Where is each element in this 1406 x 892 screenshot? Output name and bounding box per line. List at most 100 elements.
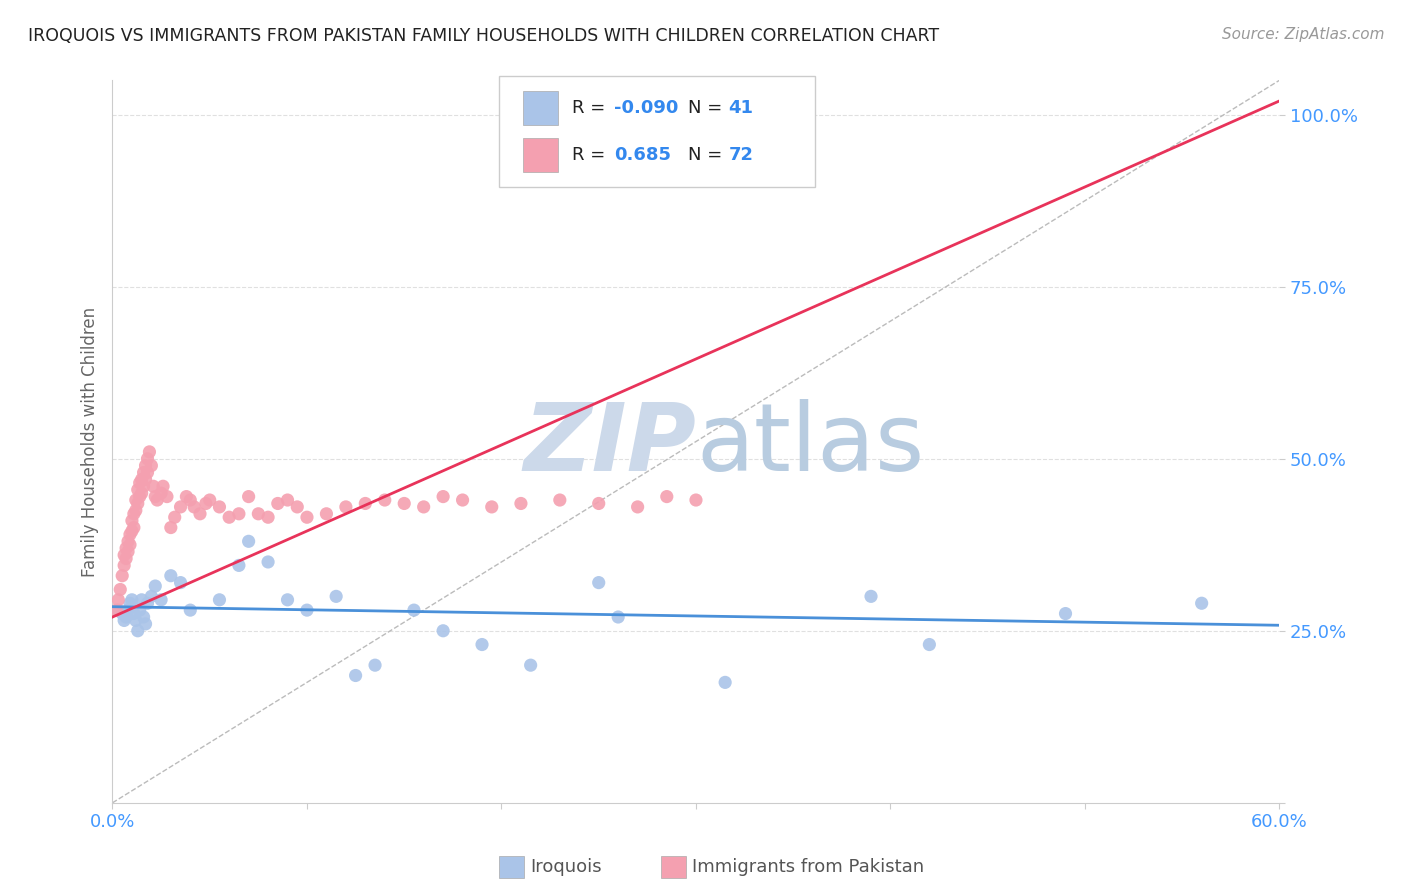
Point	[132, 610, 155, 624]
Point	[374, 493, 396, 508]
Point	[125, 503, 148, 517]
Text: N =: N =	[688, 99, 727, 117]
Text: 72: 72	[728, 146, 754, 164]
Text: IROQUOIS VS IMMIGRANTS FROM PAKISTAN FAMILY HOUSEHOLDS WITH CHILDREN CORRELATION: IROQUOIS VS IMMIGRANTS FROM PAKISTAN FAM…	[28, 27, 939, 45]
Point	[117, 534, 139, 549]
Point	[325, 590, 347, 604]
Point	[257, 510, 280, 524]
Point	[128, 475, 150, 490]
Point	[208, 500, 231, 514]
Point	[122, 507, 145, 521]
Point	[860, 590, 883, 604]
Point	[295, 603, 318, 617]
Text: R =: R =	[572, 146, 617, 164]
Point	[115, 551, 138, 566]
Point	[685, 493, 707, 508]
Point	[364, 658, 387, 673]
Point	[412, 500, 434, 514]
Point	[519, 658, 541, 673]
Point	[238, 490, 260, 504]
Point	[1191, 596, 1213, 610]
Text: 41: 41	[728, 99, 754, 117]
Point	[179, 493, 201, 508]
Point	[276, 493, 298, 508]
Y-axis label: Family Households with Children: Family Households with Children	[80, 307, 98, 576]
Point	[125, 614, 148, 628]
Point	[152, 479, 174, 493]
Point	[136, 596, 159, 610]
Text: -0.090: -0.090	[614, 99, 679, 117]
Point	[128, 490, 150, 504]
Point	[112, 614, 135, 628]
Point	[238, 534, 260, 549]
Point	[111, 607, 134, 621]
Text: ZIP: ZIP	[523, 399, 696, 491]
Point	[136, 451, 159, 466]
Point	[354, 496, 377, 510]
Point	[131, 486, 153, 500]
Point	[107, 592, 129, 607]
Point	[131, 472, 153, 486]
Point	[481, 500, 503, 514]
Point	[198, 493, 221, 508]
Point	[188, 507, 211, 521]
Point	[509, 496, 531, 510]
Point	[208, 592, 231, 607]
Point	[169, 500, 191, 514]
Point	[112, 558, 135, 573]
Point	[432, 624, 454, 638]
Point	[105, 603, 128, 617]
Point	[315, 507, 337, 521]
Point	[121, 524, 143, 538]
Point	[714, 675, 737, 690]
Point	[111, 568, 134, 582]
Point	[112, 548, 135, 562]
Point	[627, 500, 650, 514]
Point	[276, 592, 298, 607]
Point	[135, 472, 157, 486]
Point	[285, 500, 308, 514]
Point	[138, 445, 160, 459]
Point	[121, 592, 143, 607]
Point	[127, 496, 149, 510]
Point	[918, 638, 941, 652]
Point	[402, 603, 425, 617]
Point	[218, 510, 240, 524]
Point	[548, 493, 571, 508]
Point	[132, 479, 155, 493]
Point	[247, 507, 270, 521]
Point	[143, 579, 166, 593]
Point	[115, 610, 138, 624]
Point	[115, 541, 138, 556]
Point	[471, 638, 494, 652]
Point	[183, 500, 205, 514]
Point	[228, 558, 250, 573]
Point	[118, 596, 141, 610]
Point	[122, 520, 145, 534]
Point	[110, 582, 132, 597]
Point	[150, 486, 173, 500]
Point	[432, 490, 454, 504]
Point	[655, 490, 678, 504]
Point	[122, 607, 145, 621]
Point	[131, 592, 153, 607]
Point	[344, 668, 367, 682]
Point	[156, 490, 179, 504]
Point	[117, 603, 139, 617]
Point	[132, 466, 155, 480]
Point	[335, 500, 357, 514]
Point	[163, 510, 186, 524]
Point	[146, 493, 169, 508]
Point	[127, 483, 149, 497]
Point	[160, 520, 183, 534]
Point	[136, 466, 159, 480]
Point	[179, 603, 201, 617]
Point	[176, 490, 198, 504]
Point	[125, 493, 148, 508]
Point	[267, 496, 290, 510]
Point	[607, 610, 630, 624]
Point	[118, 527, 141, 541]
Point	[135, 458, 157, 473]
Point	[169, 575, 191, 590]
Text: 0.685: 0.685	[614, 146, 672, 164]
